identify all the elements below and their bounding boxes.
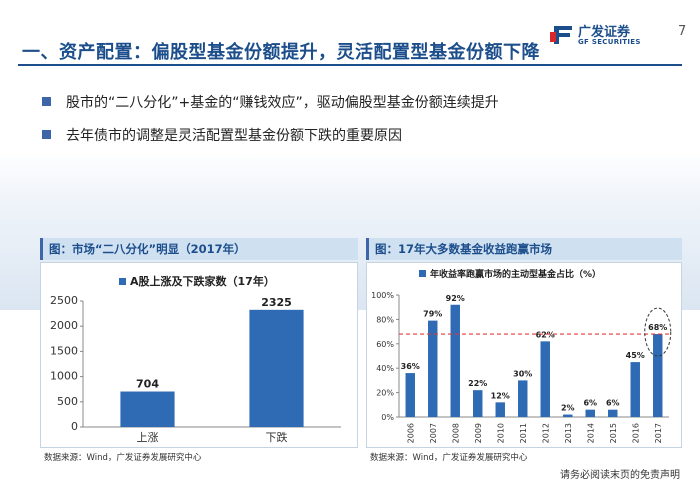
brand-logo: 广发证券 GF SECURITIES (548, 20, 676, 50)
brand-name-cn: 广发证券 (578, 25, 631, 40)
x-tick-label: 2008 (451, 423, 460, 443)
chart-bar (540, 341, 550, 417)
data-label: 12% (491, 391, 510, 400)
chart-left-header: 图：市场“二八分化”明显（2017年） (40, 238, 358, 260)
x-tick-label: 2012 (541, 423, 550, 443)
chart-bar (653, 334, 663, 417)
highlight-ellipse (644, 307, 672, 357)
data-label: 62% (536, 330, 555, 339)
y-tick-label: 1000 (50, 370, 78, 383)
data-label: 68% (648, 323, 667, 332)
y-tick-label: 40% (376, 364, 394, 373)
chart-right-source: 数据来源：Wind，广发证券发展研究中心 (370, 453, 528, 463)
bullet-text: 股市的“二八分化”+基金的“赚钱效应”，驱动偏股型基金份额连续提升 (66, 95, 499, 111)
chart-bar (563, 414, 573, 417)
chart-right-header: 图：17年大多数基金收益跑赢市场 (366, 238, 682, 260)
x-tick-label: 下跌 (266, 430, 288, 444)
data-label: 30% (513, 369, 532, 378)
x-tick-label: 2016 (631, 423, 640, 443)
x-tick-label: 2010 (496, 423, 505, 443)
bullet-text: 去年债市的调整是灵活配置型基金份额下跌的重要原因 (66, 128, 402, 144)
y-tick-label: 20% (376, 389, 394, 398)
y-tick-label: 1500 (50, 344, 78, 357)
data-label: 79% (423, 310, 442, 319)
y-tick-label: 100% (371, 291, 394, 300)
chart-bar (428, 320, 438, 417)
legend-label: 年收益率跑赢市场的主动型基金占比（%） (430, 268, 601, 280)
chart-left-svg: A股上涨及下跌家数（17年） 0 500 1000 1500 2000 2500 704 上涨 2… (50, 274, 341, 444)
y-tick-label: 0 (71, 420, 78, 433)
data-label: 36% (401, 362, 420, 371)
data-label: 92% (446, 294, 465, 303)
disclaimer: 请务必阅读末页的免责声明 (560, 470, 680, 481)
chart-bar (585, 409, 595, 417)
chart-bar (405, 373, 415, 417)
chart-left: A股上涨及下跌家数（17年） 0 500 1000 1500 2000 2500 704 上涨 2… (40, 262, 358, 448)
y-tick-label: 2500 (50, 294, 78, 307)
data-label: 2% (561, 404, 575, 413)
chart-bar (518, 380, 528, 417)
x-tick-label: 2014 (586, 423, 595, 443)
y-tick-label: 0% (381, 413, 394, 422)
data-label: 6% (606, 399, 620, 408)
y-tick-label: 2000 (50, 319, 78, 332)
x-tick-label: 2009 (474, 423, 483, 443)
legend-label: A股上涨及下跌家数（17年） (130, 274, 275, 288)
x-tick-label: 2017 (654, 423, 663, 443)
legend-swatch (419, 270, 426, 277)
x-tick-label: 2011 (519, 423, 528, 443)
chart-bar (473, 390, 483, 417)
x-tick-label: 2013 (564, 423, 573, 443)
chart-bar (120, 391, 175, 427)
chart-right-svg: 年收益率跑赢市场的主动型基金占比（%） 0% 20% 40% 60% 80% 100% 36%… (371, 268, 672, 443)
data-label: 6% (583, 399, 597, 408)
legend-swatch (119, 278, 126, 285)
x-tick-label: 2015 (609, 423, 618, 443)
y-tick-label: 500 (57, 395, 78, 408)
data-label: 22% (468, 379, 487, 388)
chart-bar (450, 304, 460, 417)
page-title: 一、资产配置：偏股型基金份额提升，灵活配置型基金份额下降 (22, 42, 540, 63)
chart-bar (249, 309, 304, 427)
y-tick-label: 80% (376, 315, 394, 324)
bullet-square-icon (42, 97, 51, 106)
y-tick-label: 60% (376, 340, 394, 349)
data-label: 2325 (261, 296, 292, 309)
data-label: 45% (626, 351, 645, 360)
brand-name-en: GF SECURITIES (578, 38, 641, 46)
bullet-square-icon (42, 130, 51, 139)
x-tick-label: 上涨 (137, 431, 159, 444)
x-tick-label: 2006 (406, 423, 415, 443)
chart-bar (630, 362, 640, 417)
x-tick-label: 2007 (429, 423, 438, 443)
brand-logo-mark-icon (550, 26, 572, 44)
data-label: 704 (136, 378, 159, 391)
chart-right: 年收益率跑赢市场的主动型基金占比（%） 0% 20% 40% 60% 80% 100% 36%… (366, 262, 682, 448)
chart-bar (495, 402, 505, 417)
page-number: 7 (678, 24, 687, 39)
chart-bar (608, 409, 618, 417)
chart-left-source: 数据来源：Wind，广发证券发展研究中心 (44, 453, 202, 463)
title-divider (18, 64, 682, 66)
